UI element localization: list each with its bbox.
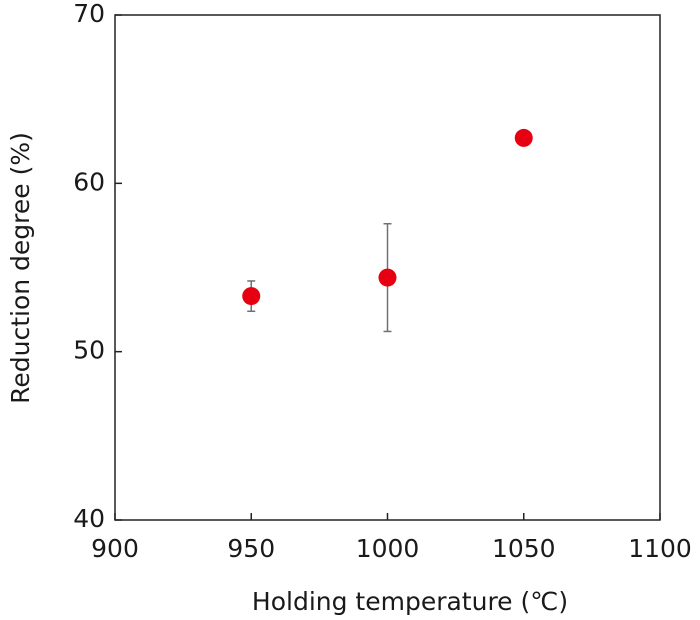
x-tick-label: 1100 bbox=[628, 534, 692, 563]
y-tick-label: 40 bbox=[73, 504, 105, 533]
x-tick-label: 1000 bbox=[356, 534, 420, 563]
point bbox=[514, 128, 533, 147]
y-axis-label: Reduction degree (%) bbox=[6, 132, 35, 404]
y-tick-label: 70 bbox=[73, 0, 105, 28]
x-tick-label: 950 bbox=[227, 534, 275, 563]
point bbox=[378, 268, 397, 287]
y-tick-label: 50 bbox=[73, 336, 105, 365]
point bbox=[242, 287, 261, 306]
x-tick-label: 900 bbox=[91, 534, 139, 563]
x-tick-label: 1050 bbox=[492, 534, 556, 563]
x-axis-label: Holding temperature (℃) bbox=[252, 587, 568, 616]
y-tick-label: 60 bbox=[73, 167, 105, 196]
